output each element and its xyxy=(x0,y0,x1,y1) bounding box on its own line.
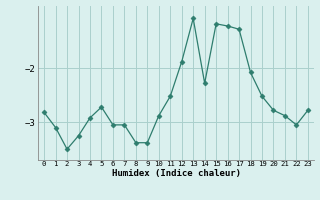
X-axis label: Humidex (Indice chaleur): Humidex (Indice chaleur) xyxy=(111,169,241,178)
